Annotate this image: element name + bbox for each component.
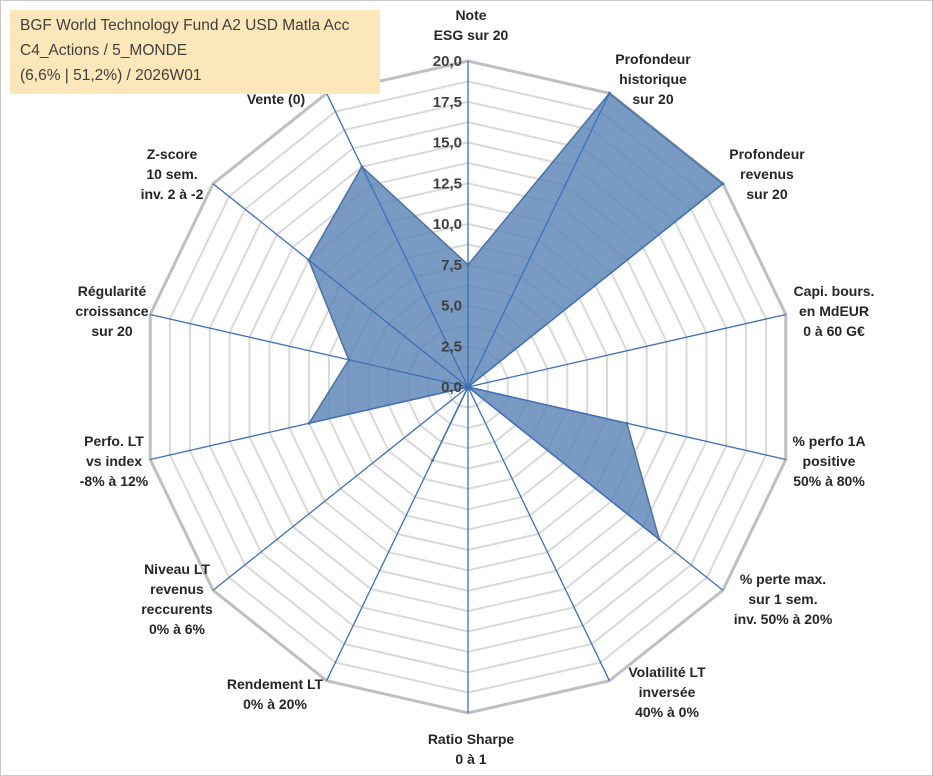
axis-label: Profondeur historique sur 20 bbox=[615, 51, 691, 107]
series-area bbox=[307, 92, 725, 542]
axis-label-line: % perfo 1A bbox=[792, 433, 865, 449]
title-line-3: (6,6% | 51,2%) / 2026W01 bbox=[20, 67, 202, 84]
axis-label: % perte max. sur 1 sem. inv. 50% à 20% bbox=[734, 571, 833, 627]
data-point bbox=[657, 537, 661, 541]
axis-label: Rendement LT 0% à 20% bbox=[227, 676, 324, 712]
axis-label-line: sur 20 bbox=[91, 323, 132, 339]
axis-label-line: inv. 50% à 20% bbox=[734, 611, 833, 627]
axis-label-line: Capi. bours. bbox=[794, 283, 875, 299]
tick-label: 0,0 bbox=[441, 379, 462, 396]
axis-label-line: Niveau LT bbox=[144, 561, 210, 577]
axis-label-line: 0 à 1 bbox=[455, 751, 486, 767]
data-point bbox=[307, 258, 311, 262]
data-point bbox=[307, 421, 311, 425]
axis-label-line: 10 sem. bbox=[146, 166, 197, 182]
axis-label-line: positive bbox=[803, 453, 856, 469]
axis-label-line: en MdEUR bbox=[799, 303, 869, 319]
axis-label: Note ESG sur 20 bbox=[434, 7, 509, 43]
axis-label-line: Rendement LT bbox=[227, 676, 324, 692]
spoke bbox=[150, 313, 469, 388]
axis-label-line: Profondeur bbox=[615, 51, 691, 67]
spokes bbox=[150, 61, 786, 713]
spoke bbox=[467, 386, 724, 591]
axis-label-line: 50% à 80% bbox=[793, 473, 865, 489]
tick-label: 7,5 bbox=[441, 257, 462, 274]
spoke bbox=[467, 93, 610, 388]
axis-label-line: 0 à 60 G€ bbox=[803, 323, 865, 339]
axis-label-line: 40% à 0% bbox=[635, 704, 699, 720]
axis-label-line: sur 20 bbox=[746, 186, 787, 202]
axis-label: % perfo 1A positive 50% à 80% bbox=[792, 433, 865, 489]
axis-label-line: historique bbox=[619, 71, 687, 87]
axis-label-line: Profondeur bbox=[729, 146, 805, 162]
axis-label: Capi. bours. en MdEUR 0 à 60 G€ bbox=[794, 283, 875, 339]
title-line-1: BGF World Technology Fund A2 USD Matla A… bbox=[20, 17, 350, 34]
axis-label-line: inversée bbox=[639, 684, 696, 700]
title-box: BGF World Technology Fund A2 USD Matla A… bbox=[10, 10, 380, 94]
axis-label: Régularité croissance sur 20 bbox=[75, 283, 148, 339]
tick-label: 10,0 bbox=[433, 216, 462, 233]
axis-label-line: inv. 2 à -2 bbox=[141, 186, 204, 202]
spoke bbox=[212, 386, 469, 591]
axis-label-line: sur 20 bbox=[632, 91, 673, 107]
data-point bbox=[625, 421, 629, 425]
axis-label-line: croissance bbox=[75, 303, 148, 319]
axis-label: Niveau LT revenus reccurents 0% à 6% bbox=[141, 561, 213, 637]
axis-label-line: Ratio Sharpe bbox=[428, 731, 515, 747]
data-point bbox=[466, 385, 470, 389]
axis-label-line: revenus bbox=[740, 166, 794, 182]
data-point bbox=[347, 358, 351, 362]
data-point bbox=[360, 165, 364, 169]
tick-label: 17,5 bbox=[433, 94, 462, 111]
axis-label-line: reccurents bbox=[141, 601, 213, 617]
axis-label-line: Volatilité LT bbox=[628, 664, 706, 680]
axis-label-line: ESG sur 20 bbox=[434, 27, 509, 43]
tick-label: 5,0 bbox=[441, 298, 462, 315]
axis-label-line: Perfo. LT bbox=[84, 433, 144, 449]
data-point bbox=[607, 91, 611, 95]
axis-label-line: sur 1 sem. bbox=[748, 591, 817, 607]
spoke bbox=[467, 386, 610, 681]
spoke bbox=[467, 183, 724, 388]
axis-label-line: Z-score bbox=[147, 146, 198, 162]
axis-label: Z-score 10 sem. inv. 2 à -2 bbox=[141, 146, 204, 202]
axis-label: Ratio Sharpe 0 à 1 bbox=[428, 731, 515, 767]
axis-label-line: vs index bbox=[86, 453, 142, 469]
data-point bbox=[721, 182, 725, 186]
data-point bbox=[466, 263, 470, 267]
title-line-2: C4_Actions / 5_MONDE bbox=[20, 42, 188, 59]
tick-label: 15,0 bbox=[433, 135, 462, 152]
axis-label-line: 0% à 6% bbox=[149, 621, 206, 637]
axis-label-line: Régularité bbox=[78, 283, 147, 299]
tick-label: 20,0 bbox=[433, 53, 462, 70]
axis-label-line: Vente (0) bbox=[247, 91, 305, 107]
tick-label: 12,5 bbox=[433, 175, 462, 192]
axis-label-line: Note bbox=[455, 7, 486, 23]
spoke bbox=[326, 93, 469, 388]
axis-label-line: revenus bbox=[150, 581, 204, 597]
axis-label: Perfo. LT vs index -8% à 12% bbox=[80, 433, 149, 489]
tick-label: 2,5 bbox=[441, 338, 462, 355]
spoke bbox=[467, 313, 786, 388]
spoke bbox=[326, 386, 469, 681]
axis-label-line: -8% à 12% bbox=[80, 473, 149, 489]
axis-label: Volatilité LT inversée 40% à 0% bbox=[628, 664, 706, 720]
tick-labels: 0,0 2,5 5,0 7,5 10,0 12,5 15,0 17,5 20,0 bbox=[433, 53, 462, 396]
axis-label-line: % perte max. bbox=[740, 571, 826, 587]
data-point bbox=[431, 458, 435, 462]
axis-label: Profondeur revenus sur 20 bbox=[729, 146, 805, 202]
spoke bbox=[212, 183, 469, 388]
axis-label-line: 0% à 20% bbox=[243, 696, 307, 712]
